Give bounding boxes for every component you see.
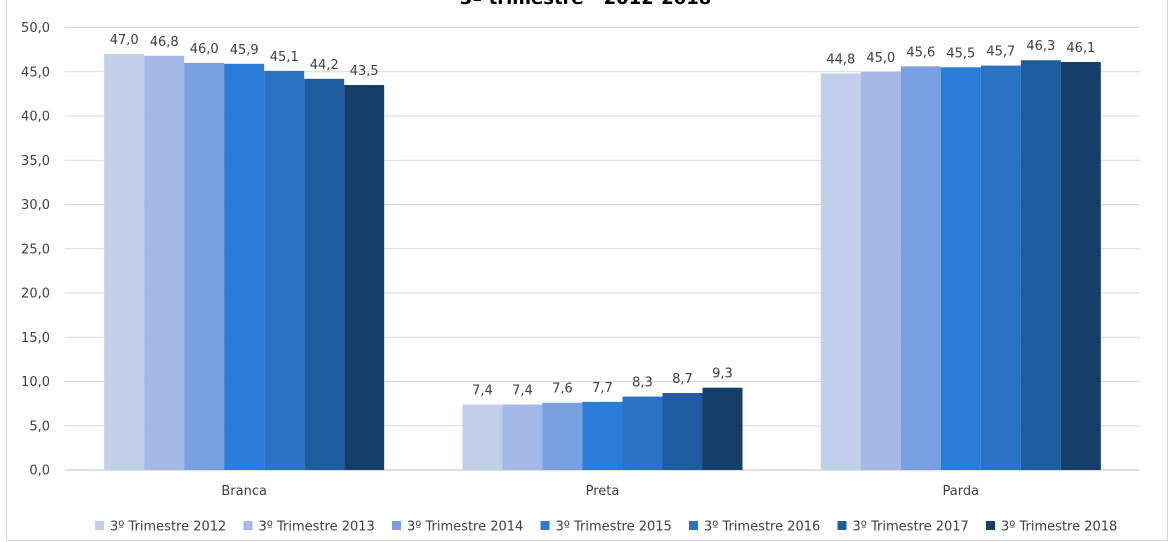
data-label: 7,6 [552,382,573,397]
data-label: 7,4 [472,384,493,399]
y-tick-label: 0,0 [29,464,50,479]
legend-swatch [689,521,698,530]
bar [184,62,225,471]
bar [502,404,543,470]
bar [1020,60,1061,471]
y-axis: 0,0 5,0 10,0 15,0 20,0 25,0 30,0 35,0 40,0 45,0 50… [21,21,50,479]
data-label: 7,7 [592,381,613,396]
bar [542,402,583,470]
bar [980,65,1021,471]
legend-item-label: 3º Trimestre 2015 [556,520,672,535]
data-label: 46,8 [150,35,179,50]
bar [662,393,703,470]
legend: 3º Trimestre 2012 3º Trimestre 2013 3º Tri… [95,520,1117,535]
y-tick-label: 30,0 [21,198,50,213]
category-label: Preta [586,484,620,499]
bar [462,404,503,470]
legend-item-label: 3º Trimestre 2017 [853,520,969,535]
y-tick-label: 50,0 [21,21,50,36]
bar [900,66,941,470]
bar [582,401,623,470]
data-label: 45,9 [230,43,259,58]
bar [344,85,385,471]
y-tick-label: 15,0 [21,331,50,346]
chart-title: 3º trimestre - 2012-2018 [0,0,1171,9]
y-tick-label: 20,0 [21,287,50,302]
data-label: 45,5 [946,46,975,61]
bar [224,63,265,470]
legend-swatch [837,521,847,530]
bar [264,70,305,471]
bar [820,73,861,471]
data-label: 46,1 [1066,41,1095,56]
y-tick-label: 45,0 [21,65,50,80]
data-label: 46,0 [190,42,219,57]
data-label: 45,0 [866,51,895,66]
legend-item-label: 3º Trimestre 2012 [110,520,226,535]
data-label: 9,3 [712,367,733,382]
data-label: 7,4 [512,384,533,399]
bar [622,396,663,470]
data-label: 45,7 [986,45,1015,60]
bar [144,55,185,470]
y-tick-label: 10,0 [21,375,50,390]
bar [702,387,743,470]
data-label: 45,1 [270,50,299,65]
x-axis: Branca Preta Parda [221,484,979,499]
bars [104,54,1101,471]
bar [104,54,145,471]
y-tick-label: 25,0 [21,242,50,257]
data-label: 44,2 [310,58,339,73]
data-label: 8,3 [632,376,653,391]
legend-swatch [95,521,104,530]
legend-swatch [986,521,995,530]
data-labels: 47,0 46,8 46,0 45,9 45,1 44,2 43,5 7,4 7,4 7,6 7,7… [110,33,1096,398]
data-label: 45,6 [906,45,935,60]
bar [304,78,345,470]
legend-item-label: 3º Trimestre 2016 [704,520,820,535]
data-label: 46,3 [1026,39,1055,54]
bar [940,67,981,470]
legend-item-label: 3º Trimestre 2014 [407,520,523,535]
legend-swatch [392,521,401,530]
legend-swatch [540,521,550,530]
data-label: 44,8 [826,53,855,68]
data-label: 43,5 [350,64,379,79]
y-tick-label: 40,0 [21,110,50,125]
bar [1060,62,1101,470]
bar [860,71,901,470]
legend-item-label: 3º Trimestre 2013 [259,520,375,535]
data-label: 8,7 [672,372,693,387]
legend-swatch [243,521,253,530]
category-label: Branca [221,484,267,499]
data-label: 47,0 [110,33,139,48]
category-label: Parda [943,484,980,499]
y-tick-label: 5,0 [29,419,50,434]
y-tick-label: 35,0 [21,154,50,169]
legend-item-label: 3º Trimestre 2018 [1001,520,1117,535]
